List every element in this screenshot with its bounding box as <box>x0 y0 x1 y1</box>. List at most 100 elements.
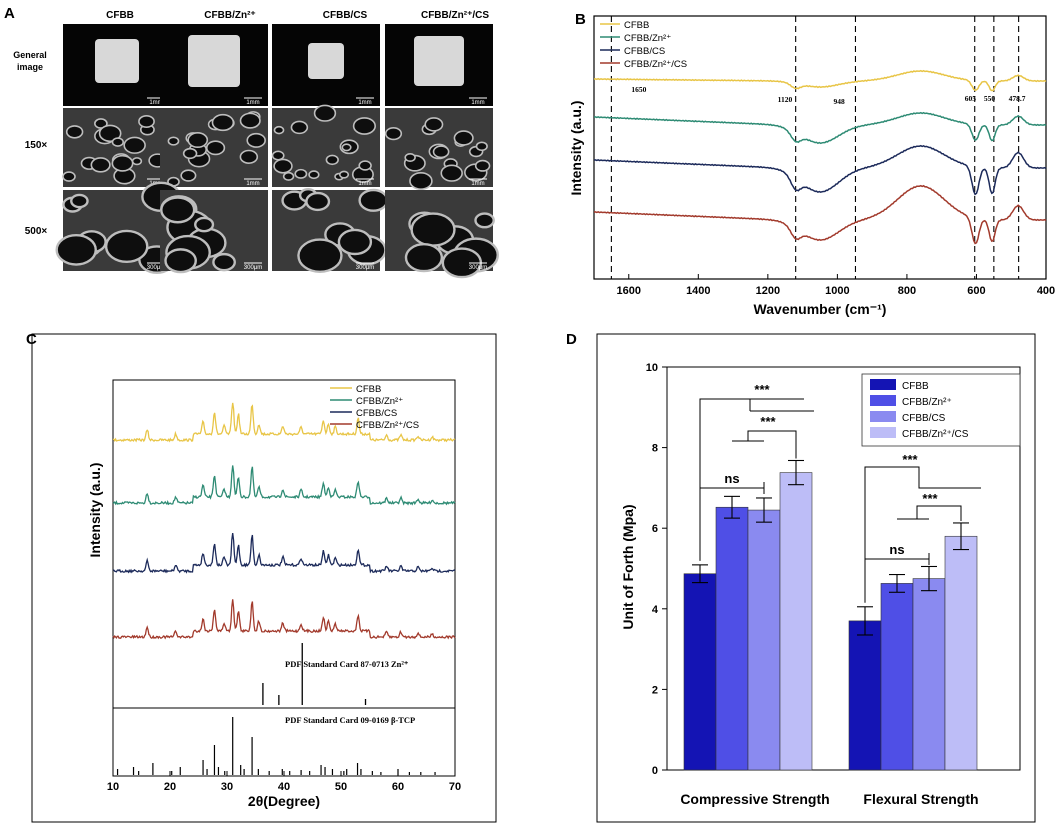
xrd-legend-1: CFBB/Zn²⁺ <box>356 396 403 407</box>
xrd-legend-2: CFBB/CS <box>356 408 397 419</box>
panel-b: B 1600 1400 1200 1000 800 600 400 1650 1120 948 60… <box>568 11 1055 317</box>
pore-1-2-6 <box>308 170 320 180</box>
ftir-xlabel: Wavenumber (cm⁻¹) <box>754 301 887 317</box>
sig-label-4: *** <box>922 491 938 506</box>
sig-label-5: ns <box>889 542 904 557</box>
scale-label-1-2: 1mm <box>358 181 371 187</box>
xrd-pattern-3 <box>112 599 456 640</box>
pore-1-1-11 <box>239 112 261 129</box>
pore-1-1-5 <box>180 169 197 182</box>
xrd-xtick-label-4: 50 <box>335 781 347 793</box>
ftir-peak-label-0: 1650 <box>631 85 646 94</box>
scaffold-sample-2 <box>308 43 344 79</box>
bar-ytick-label-5: 10 <box>646 362 658 374</box>
sig-label-0: *** <box>754 382 770 397</box>
pore-1-0-15 <box>111 137 124 147</box>
pore-1-2-3 <box>271 150 285 161</box>
scale-label-1-3: 1mm <box>471 181 484 187</box>
xrd-legend: CFBB CFBB/Zn²⁺ CFBB/CS CFBB/Zn²⁺/CS <box>330 384 419 431</box>
col-label-cfbb-zn: CFBB/Zn²⁺ <box>204 10 255 21</box>
bar-category-0: Compressive Strength <box>680 791 829 807</box>
ftir-spectrum-1 <box>593 111 1047 145</box>
sig-label-1: *** <box>760 414 776 429</box>
sig-bracket-0 <box>699 398 804 561</box>
xrd-ylabel: Intensity (a.u.) <box>87 463 103 558</box>
xrd-pattern-1 <box>112 465 456 506</box>
xrd-ref2-label: PDF Standard Card 09-0169 β-TCP <box>285 715 415 725</box>
pore-1-3-14 <box>453 130 474 146</box>
bar-1-0 <box>848 620 882 771</box>
xrd-outer-frame <box>31 333 497 823</box>
pore-2-1-4 <box>194 216 215 233</box>
pore-1-0-11 <box>94 118 108 129</box>
pore-2-2-7 <box>337 228 373 256</box>
pore-1-2-14 <box>282 171 295 181</box>
pore-1-0-12 <box>98 124 122 143</box>
sig-bracket-1 <box>747 430 797 459</box>
ftir-xtick-label-5: 600 <box>967 285 985 297</box>
panel-a: A CFBB CFBB/Zn²⁺ CFBB/CS CFBB/Zn²⁺/CS Ge… <box>4 5 499 279</box>
pore-1-0-14 <box>65 125 84 139</box>
bar-legend-swatch-0 <box>870 379 896 390</box>
pore-1-1-7 <box>205 140 226 156</box>
ftir-ylabel: Intensity (a.u.) <box>568 101 584 196</box>
ftir-peak-label-4: 550 <box>984 94 996 103</box>
panel-d: D 0 2 4 6 8 10 *** *** ns *** *** ns Unit of Forth … <box>566 331 1036 823</box>
xrd-legend-0: CFBB <box>356 384 381 395</box>
pore-2-0-7 <box>70 193 89 209</box>
panel-letter-b: B <box>575 11 586 28</box>
pore-1-3-7 <box>409 171 433 191</box>
col-label-cfbb-zn-cs: CFBB/Zn²⁺/CS <box>421 10 489 21</box>
ftir-spectrum-3 <box>593 184 1047 245</box>
pore-1-2-12 <box>273 158 293 174</box>
ftir-legend-0: CFBB <box>624 20 649 31</box>
ftir-legend-2: CFBB/CS <box>624 46 665 57</box>
xrd-xtick-label-2: 30 <box>221 781 233 793</box>
bar-ylabel: Unit of Forth (Mpa) <box>620 504 636 629</box>
ftir-legend: CFBB CFBB/Zn²⁺ CFBB/CS CFBB/Zn²⁺/CS <box>600 20 687 70</box>
panel-letter-a: A <box>4 5 15 22</box>
sig-bracket-3 <box>864 466 981 603</box>
scaffold-sample-0 <box>95 39 139 83</box>
bar-0-2 <box>747 509 781 771</box>
ftir-xtick-label-3: 1000 <box>825 285 849 297</box>
pore-2-2-6 <box>297 238 343 274</box>
row-label-general: General image <box>13 50 47 72</box>
sig-label-2: ns <box>724 471 739 486</box>
pore-1-2-15 <box>338 170 350 179</box>
ftir-plot: 1600 1400 1200 1000 800 600 400 1650 1120 948 605 5… <box>593 16 1055 297</box>
pore-1-3-8 <box>440 164 463 182</box>
pore-1-0-0 <box>62 171 76 182</box>
xrd-legend-3: CFBB/Zn²⁺/CS <box>356 420 419 431</box>
bar-legend-0: CFBB <box>902 381 929 392</box>
bar-1-2 <box>912 578 946 771</box>
pore-1-0-13 <box>111 154 134 172</box>
sig-bracket-4 <box>897 505 962 521</box>
pore-2-2-4 <box>305 191 331 212</box>
pore-1-2-2 <box>273 125 285 135</box>
pore-1-0-2 <box>90 157 111 173</box>
bar-outer-frame <box>596 333 1036 823</box>
scaffold-sample-3 <box>414 36 464 86</box>
bar-ytick-label-0: 0 <box>652 765 658 777</box>
xrd-xtick-label-1: 20 <box>164 781 176 793</box>
ftir-xtick-label-1: 1400 <box>686 285 710 297</box>
bar-legend-2: CFBB/CS <box>902 413 946 424</box>
pore-1-1-15 <box>211 113 235 132</box>
pore-1-3-1 <box>474 159 491 172</box>
bar-axes-frame <box>666 366 1021 771</box>
ftir-peak-label-5: 478.7 <box>1009 94 1026 103</box>
sig-label-3: *** <box>902 452 918 467</box>
xrd-xtick-label-0: 10 <box>107 781 119 793</box>
bar-ytick-label-4: 8 <box>652 443 658 455</box>
pore-1-3-11 <box>475 141 488 152</box>
pore-1-1-8 <box>246 132 266 148</box>
xrd-pattern-2 <box>112 533 456 574</box>
ftir-legend-1: CFBB/Zn²⁺ <box>624 33 671 44</box>
scale-label-0-1: 1mm <box>246 100 259 106</box>
bar-ytick-label-3: 6 <box>652 523 658 535</box>
ftir-xtick-label-6: 400 <box>1037 285 1055 297</box>
row-label-500x: 500× <box>25 226 48 237</box>
pore-1-2-13 <box>341 143 352 152</box>
xrd-pattern-0 <box>112 402 456 443</box>
